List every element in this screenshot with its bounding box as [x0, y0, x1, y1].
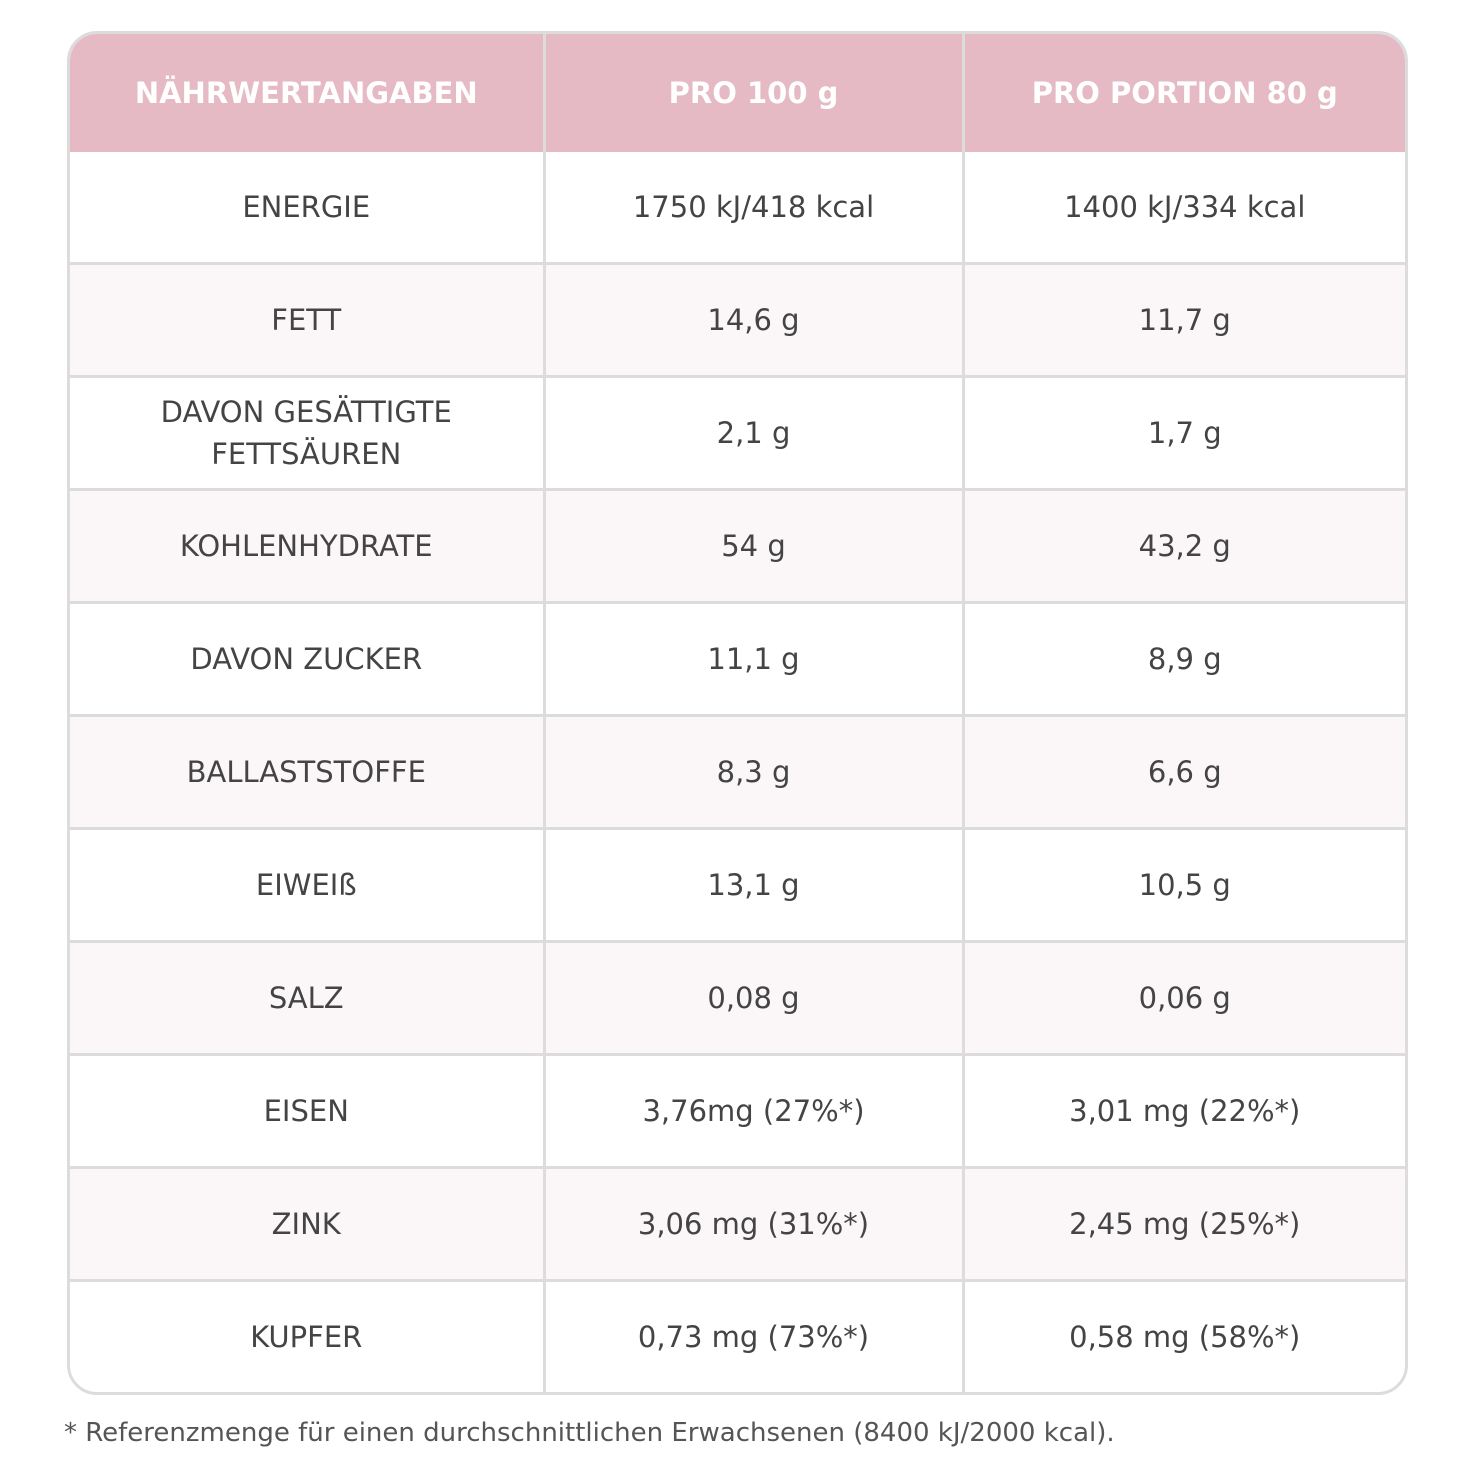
- value-cell: 10,5 g: [961, 827, 1405, 943]
- nutrient-cell: KUPFER: [70, 1279, 546, 1392]
- value-cell: 0,08 g: [542, 940, 965, 1056]
- nutrition-table: NÄHRWERTANGABEN PRO 100 g PRO PORTION 80 g…: [67, 31, 1408, 1395]
- value-cell: 3,06 mg (31%*): [542, 1166, 965, 1282]
- nutrient-cell: EIWEIß: [70, 827, 546, 943]
- table: NÄHRWERTANGABEN PRO 100 g PRO PORTION 80 g…: [70, 34, 1405, 1392]
- table-row: FETT 14,6 g 11,7 g: [70, 262, 1405, 378]
- value-cell: 11,7 g: [961, 262, 1405, 378]
- value-cell: 6,6 g: [961, 714, 1405, 830]
- table-row: KUPFER 0,73 mg (73%*) 0,58 mg (58%*): [70, 1279, 1405, 1392]
- nutrient-cell: BALLASTSTOFFE: [70, 714, 546, 830]
- header-cell: NÄHRWERTANGABEN: [70, 34, 546, 152]
- value-cell: 2,1 g: [542, 375, 965, 491]
- table-body: ENERGIE 1750 kJ/418 kcal 1400 kJ/334 kcal F…: [70, 152, 1405, 1392]
- nutrient-cell: SALZ: [70, 940, 546, 1056]
- value-cell: 3,01 mg (22%*): [961, 1053, 1405, 1169]
- header-cell: PRO 100 g: [542, 34, 965, 152]
- table-row: BALLASTSTOFFE 8,3 g 6,6 g: [70, 714, 1405, 830]
- value-cell: 43,2 g: [961, 488, 1405, 604]
- table-row: EIWEIß 13,1 g 10,5 g: [70, 827, 1405, 943]
- nutrient-cell: DAVON GESÄTTIGTE FETTSÄUREN: [70, 375, 546, 491]
- header-cell: PRO PORTION 80 g: [961, 34, 1405, 152]
- table-row: SALZ 0,08 g 0,06 g: [70, 940, 1405, 1056]
- table-row: DAVON ZUCKER 11,1 g 8,9 g: [70, 601, 1405, 717]
- nutrient-cell: ZINK: [70, 1166, 546, 1282]
- table-row: EISEN 3,76mg (27%*) 3,01 mg (22%*): [70, 1053, 1405, 1169]
- value-cell: 0,58 mg (58%*): [961, 1279, 1405, 1392]
- value-cell: 14,6 g: [542, 262, 965, 378]
- table-row: ENERGIE 1750 kJ/418 kcal 1400 kJ/334 kcal: [70, 152, 1405, 265]
- value-cell: 3,76mg (27%*): [542, 1053, 965, 1169]
- header-row: NÄHRWERTANGABEN PRO 100 g PRO PORTION 80 g: [70, 34, 1405, 152]
- value-cell: 54 g: [542, 488, 965, 604]
- nutrient-cell: KOHLENHYDRATE: [70, 488, 546, 604]
- table-row: ZINK 3,06 mg (31%*) 2,45 mg (25%*): [70, 1166, 1405, 1282]
- value-cell: 8,3 g: [542, 714, 965, 830]
- value-cell: 0,73 mg (73%*): [542, 1279, 965, 1392]
- footnote: * Referenzmenge für einen durchschnittli…: [64, 1418, 1115, 1448]
- nutrient-cell: FETT: [70, 262, 546, 378]
- nutrient-cell: DAVON ZUCKER: [70, 601, 546, 717]
- value-cell: 1750 kJ/418 kcal: [542, 152, 965, 265]
- value-cell: 0,06 g: [961, 940, 1405, 1056]
- value-cell: 1,7 g: [961, 375, 1405, 491]
- value-cell: 13,1 g: [542, 827, 965, 943]
- value-cell: 2,45 mg (25%*): [961, 1166, 1405, 1282]
- value-cell: 1400 kJ/334 kcal: [961, 152, 1405, 265]
- table-row: DAVON GESÄTTIGTE FETTSÄUREN 2,1 g 1,7 g: [70, 375, 1405, 491]
- nutrient-cell: ENERGIE: [70, 152, 546, 265]
- value-cell: 8,9 g: [961, 601, 1405, 717]
- nutrient-cell: EISEN: [70, 1053, 546, 1169]
- table-row: KOHLENHYDRATE 54 g 43,2 g: [70, 488, 1405, 604]
- value-cell: 11,1 g: [542, 601, 965, 717]
